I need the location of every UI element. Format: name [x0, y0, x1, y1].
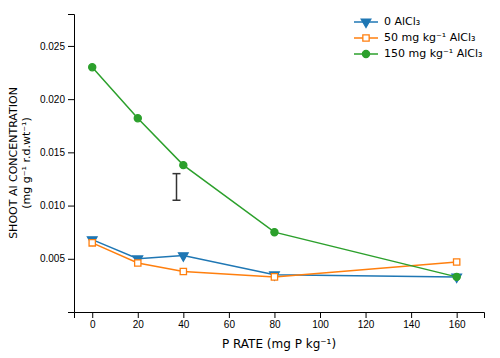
x-axis: 0 20 40 60 80 100 120 140 160 — [75, 312, 485, 330]
series — [89, 240, 460, 280]
point — [180, 162, 187, 169]
legend-label: 0 AlCl₃ — [384, 15, 420, 28]
x-axis-line — [75, 313, 485, 319]
y-tick-label: 0.005 — [40, 253, 65, 264]
x-tick: 0 — [90, 312, 96, 330]
point — [454, 259, 460, 265]
x-tick-mark — [411, 312, 412, 318]
x-tick: 80 — [269, 312, 281, 330]
point — [89, 240, 95, 246]
point — [135, 260, 141, 266]
x-tick-label: 20 — [133, 319, 145, 330]
x-tick-label: 40 — [178, 319, 190, 330]
x-tick-label: 0 — [90, 319, 96, 330]
y-axis-title-line: (mg g⁻¹ r.d.wt⁻¹) — [20, 117, 33, 209]
y-tick: 0.020 — [40, 94, 74, 105]
lsd-bar-cap — [173, 173, 181, 175]
y-axis-title-line: SHOOT Al CONCENTRATION — [7, 87, 20, 239]
y-tick-mark — [68, 152, 74, 153]
x-tick: 160 — [449, 312, 466, 330]
y-tick-label: 0.010 — [40, 200, 65, 211]
x-tick-mark — [92, 312, 93, 318]
y-tick: 0.010 — [40, 200, 74, 211]
x-tick-mark — [366, 312, 367, 318]
x-tick-label: 60 — [224, 319, 236, 330]
x-tick: 120 — [358, 312, 375, 330]
legend-label: 50 mg kg⁻¹ AlCl₃ — [384, 31, 475, 44]
x-tick-label: 160 — [449, 319, 466, 330]
legend-symbol — [361, 19, 371, 27]
x-tick-mark — [320, 312, 321, 318]
x-tick: 20 — [133, 312, 145, 330]
x-tick: 100 — [312, 312, 329, 330]
point — [87, 237, 97, 245]
y-tick-label: 0.025 — [40, 41, 65, 52]
x-tick-label: 140 — [403, 319, 420, 330]
legend: 0 AlCl₃ 50 mg kg⁻¹ AlCl₃ 150 mg kg⁻¹ AlCl₃ — [354, 15, 482, 60]
series — [87, 237, 461, 283]
point — [452, 274, 462, 282]
point — [89, 64, 96, 71]
x-tick-mark — [274, 312, 275, 318]
y-tick-label: 0.020 — [40, 94, 65, 105]
point — [271, 274, 277, 280]
series-line — [92, 243, 456, 277]
y-tick-mark — [68, 206, 74, 207]
x-tick-mark — [183, 312, 184, 318]
point — [180, 268, 186, 274]
y-axis-line — [68, 15, 75, 313]
point — [271, 229, 278, 236]
y-tick: 0.025 — [40, 41, 74, 52]
y-tick-mark — [68, 99, 74, 100]
y-tick-mark — [68, 259, 74, 260]
y-axis: 0.005 0.010 0.015 0.020 0.025 — [40, 15, 75, 313]
x-tick-label: 80 — [269, 319, 281, 330]
x-tick: 40 — [178, 312, 190, 330]
x-tick: 140 — [403, 312, 420, 330]
legend-item: 0 AlCl₃ — [354, 15, 420, 28]
y-axis-title: SHOOT Al CONCENTRATION(mg g⁻¹ r.d.wt⁻¹) — [7, 87, 33, 239]
x-axis-title: P RATE (mg P kg⁻¹) — [222, 337, 336, 351]
chart: 0 20 40 60 80 100 120 140 160 0.005 0.010 0.015 0.02… — [0, 0, 500, 358]
marks — [87, 64, 461, 283]
point — [134, 115, 141, 122]
x-tick-label: 120 — [358, 319, 375, 330]
y-tick-mark — [68, 46, 74, 47]
lsd-bar-cap — [173, 200, 181, 202]
x-tick-mark — [457, 312, 458, 318]
point — [270, 272, 280, 280]
x-tick-mark — [138, 312, 139, 318]
x-tick-mark — [229, 312, 230, 318]
lsd-bar — [173, 174, 181, 201]
plot: 0 20 40 60 80 100 120 140 160 0.005 0.010 0.015 0.02… — [40, 15, 485, 331]
x-tick-label: 100 — [312, 319, 329, 330]
legend-symbol — [362, 50, 369, 57]
point — [179, 253, 189, 261]
point — [453, 273, 460, 280]
legend-item: 50 mg kg⁻¹ AlCl₃ — [354, 31, 475, 44]
series-line — [92, 67, 456, 277]
series-line — [92, 240, 456, 277]
y-tick: 0.005 — [40, 253, 74, 264]
lsd-bar-stem — [176, 174, 178, 201]
series — [89, 64, 461, 281]
y-tick: 0.015 — [40, 147, 74, 158]
x-tick: 60 — [224, 312, 236, 330]
legend-symbol — [363, 35, 369, 41]
y-tick-label: 0.015 — [40, 147, 65, 158]
legend-label: 150 mg kg⁻¹ AlCl₃ — [384, 47, 482, 60]
legend-item: 150 mg kg⁻¹ AlCl₃ — [354, 47, 482, 60]
